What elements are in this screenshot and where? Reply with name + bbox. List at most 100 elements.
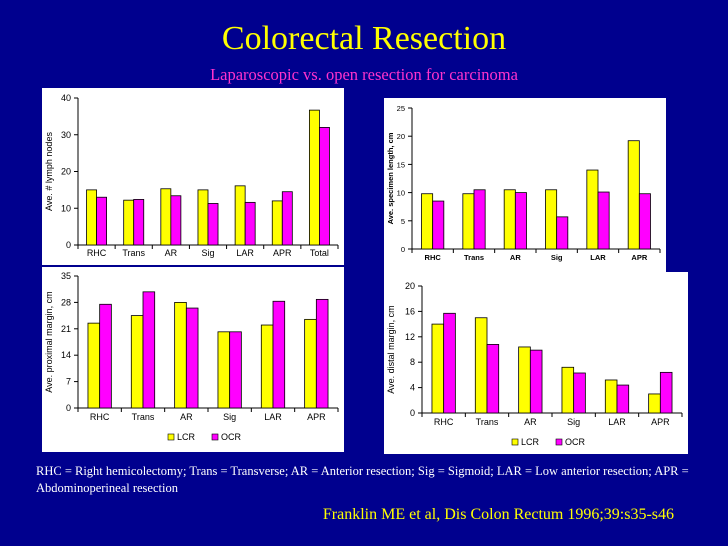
chart-svg: 0 10 20 30 40 Ave. # lymph nodes RHC Trans AR Sig… xyxy=(44,93,339,258)
x-tick-label: APR xyxy=(307,412,326,422)
bar-lcr-trans xyxy=(474,317,488,414)
chart-svg: 0 4 8 12 16 20 Ave. distal margin, cm RHC Trans A… xyxy=(386,281,683,447)
chart-svg: 0 7 14 21 28 35 Ave. proximal margin, cm RHC Tra… xyxy=(44,271,339,442)
x-tick-label: RHC xyxy=(87,248,107,258)
x-tick-label: Trans xyxy=(132,412,155,422)
y-tick-label: 7 xyxy=(66,377,71,387)
x-tick-label: LAR xyxy=(590,253,606,262)
bar-ocr-rhc xyxy=(443,312,456,414)
y-tick-label: 4 xyxy=(410,383,415,393)
bar-ocr-sig xyxy=(229,331,242,409)
y-tick-label: 15 xyxy=(397,160,405,169)
bar-lcr-apr xyxy=(648,393,661,414)
bar-ocr-rhc xyxy=(99,303,112,409)
y-tick-label: 35 xyxy=(61,271,71,281)
bar-lcr-total xyxy=(308,109,320,246)
bar-lcr-sig xyxy=(197,189,209,246)
bar-ocr-trans xyxy=(142,291,156,409)
bar-ocr-total xyxy=(319,127,330,246)
y-tick-label: 0 xyxy=(66,403,71,413)
bar-lcr-ar xyxy=(503,189,516,250)
slide-subtitle: Laparoscopic vs. open resection for carc… xyxy=(210,65,518,84)
bar-ocr-trans xyxy=(486,344,500,414)
bar-ocr-rhc xyxy=(96,196,108,246)
x-tick-label: RHC xyxy=(90,412,110,422)
bar-lcr-rhc xyxy=(86,189,97,246)
bar-lcr-trans xyxy=(123,199,135,246)
y-axis-label: Ave. # lymph nodes xyxy=(44,132,54,211)
bar-ocr-lar xyxy=(244,201,256,246)
bar-ocr-trans xyxy=(133,199,145,246)
y-tick-label: 10 xyxy=(61,203,71,213)
bar-ocr-lar xyxy=(272,300,286,409)
bar-lcr-apr xyxy=(304,318,317,409)
bar-lcr-sig xyxy=(545,189,558,250)
slide-title: Colorectal Resection xyxy=(221,20,507,57)
y-tick-label: 14 xyxy=(61,350,71,360)
x-tick-label: RHC xyxy=(434,417,454,427)
x-tick-label: LAR xyxy=(608,417,626,427)
y-tick-label: 30 xyxy=(61,130,71,140)
bar-lcr-trans xyxy=(130,315,144,409)
x-tick-label: LAR xyxy=(236,248,254,258)
bar-ocr-sig xyxy=(207,203,219,246)
legend-swatch-ocr xyxy=(211,433,219,441)
x-tick-label: Sig xyxy=(201,248,214,258)
chart-svg: 0 5 10 15 20 25 Ave. specimen length, cm RHC Tra… xyxy=(386,104,661,262)
x-tick-label: LAR xyxy=(264,412,282,422)
bar-ocr-ar xyxy=(529,349,543,414)
bar-lcr-lar xyxy=(604,379,618,414)
bar-ocr-sig xyxy=(556,216,569,250)
y-tick-label: 25 xyxy=(397,104,405,113)
bar-lcr-rhc xyxy=(431,323,445,414)
x-tick-label: APR xyxy=(273,248,292,258)
bar-lcr-lar xyxy=(586,169,599,250)
y-axis-label: Ave. proximal margin, cm xyxy=(44,291,54,392)
x-tick-label: AR xyxy=(524,417,537,427)
bar-ocr-apr xyxy=(281,191,293,246)
bar-lcr-trans xyxy=(462,193,475,250)
bar-lcr-lar xyxy=(234,185,246,246)
bar-ocr-ar xyxy=(185,307,199,409)
bar-ocr-apr xyxy=(659,371,673,414)
y-tick-label: 8 xyxy=(410,357,415,367)
y-tick-label: 20 xyxy=(397,132,405,141)
y-tick-label: 40 xyxy=(61,93,71,103)
bar-lcr-apr xyxy=(271,200,283,246)
x-tick-label: APR xyxy=(631,253,647,262)
x-tick-label: AR xyxy=(180,412,193,422)
y-tick-label: 20 xyxy=(405,281,415,291)
x-tick-label: Sig xyxy=(223,412,236,422)
citation: Franklin ME et al, Dis Colon Rectum 1996… xyxy=(322,506,674,523)
chart-lymph-nodes: 0 10 20 30 40 Ave. # lymph nodes RHC Trans AR Sig… xyxy=(42,88,344,265)
x-tick-label: AR xyxy=(510,253,521,262)
bar-ocr-lar xyxy=(597,191,610,250)
y-tick-label: 28 xyxy=(61,297,71,307)
abbreviations-footnote: RHC = Right hemicolectomy; Trans = Trans… xyxy=(36,464,689,495)
legend-label-lcr: LCR xyxy=(177,432,196,442)
legend-swatch-lcr xyxy=(511,438,519,446)
x-tick-label: Trans xyxy=(122,248,145,258)
x-tick-label: RHC xyxy=(425,253,442,262)
chart-proximal-margin: 0 7 14 21 28 35 Ave. proximal margin, cm RHC Tra… xyxy=(42,267,344,452)
y-tick-label: 5 xyxy=(401,217,405,226)
y-tick-label: 20 xyxy=(61,167,71,177)
chart-distal-margin: 0 4 8 12 16 20 Ave. distal margin, cm RHC Trans A… xyxy=(384,272,688,454)
y-tick-label: 0 xyxy=(410,408,415,418)
x-tick-label: Trans xyxy=(464,253,484,262)
x-tick-label: Total xyxy=(310,248,329,258)
x-tick-label: Trans xyxy=(476,417,499,427)
y-tick-label: 0 xyxy=(66,240,71,250)
bar-lcr-ar xyxy=(160,188,172,246)
legend-label-ocr: OCR xyxy=(221,432,242,442)
bar-lcr-ar xyxy=(518,346,531,414)
y-axis-label: Ave. specimen length, cm xyxy=(386,132,395,224)
bar-lcr-sig xyxy=(217,331,231,409)
bar-lcr-rhc xyxy=(421,193,434,250)
y-tick-label: 12 xyxy=(405,332,415,342)
bar-lcr-rhc xyxy=(87,322,101,409)
legend-label-lcr: LCR xyxy=(521,437,540,447)
x-tick-label: Sig xyxy=(567,417,580,427)
bar-ocr-rhc xyxy=(432,200,445,250)
x-tick-label: Sig xyxy=(551,253,563,262)
